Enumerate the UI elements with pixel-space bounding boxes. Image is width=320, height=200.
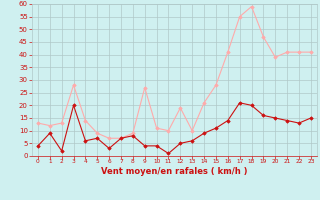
X-axis label: Vent moyen/en rafales ( km/h ): Vent moyen/en rafales ( km/h ) — [101, 167, 248, 176]
